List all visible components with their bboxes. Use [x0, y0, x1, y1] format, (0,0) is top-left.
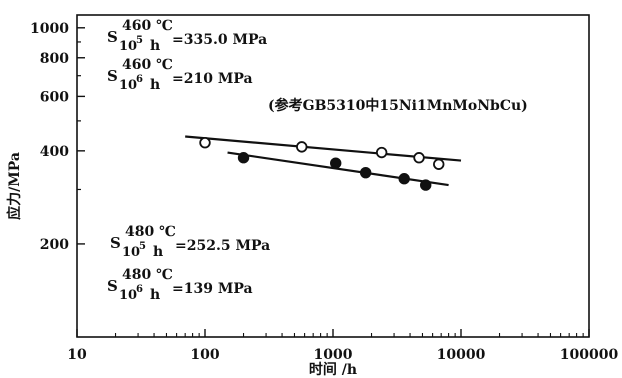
open-circle-point: [296, 141, 308, 153]
filled-circle-point: [398, 173, 410, 185]
svg-text:S: S: [107, 67, 118, 85]
open-circle-point: [375, 146, 388, 159]
svg-text:h: h: [150, 38, 160, 54]
svg-text:10: 10: [122, 245, 140, 260]
svg-text:10: 10: [119, 288, 137, 303]
svg-text:=252.5 MPa: =252.5 MPa: [175, 238, 270, 254]
open-circle-point: [433, 158, 445, 170]
svg-text:=139 MPa: =139 MPa: [172, 281, 253, 297]
filled-circle-point: [420, 179, 432, 191]
svg-text:460 ℃: 460 ℃: [122, 57, 173, 73]
filled-circle-point: [330, 157, 342, 169]
svg-text:480 ℃: 480 ℃: [122, 267, 173, 283]
y-tick-label: 200: [40, 237, 69, 253]
svg-text:6: 6: [136, 74, 143, 85]
svg-text:460 ℃: 460 ℃: [122, 18, 173, 34]
filled-circle-point: [359, 166, 372, 179]
x-axis-ticks: 10 100 1000 10000 100000: [67, 329, 618, 363]
svg-text:S: S: [107, 28, 118, 46]
svg-text:S: S: [110, 234, 121, 252]
svg-text:480 ℃: 480 ℃: [125, 224, 176, 240]
svg-text:10: 10: [119, 78, 137, 93]
open-circle-point: [199, 137, 211, 149]
x-tick-label: 1000: [314, 347, 353, 363]
x-axis-title: 时间 /h: [309, 361, 357, 378]
x-tick-label: 10000: [437, 347, 486, 363]
svg-text:=335.0 MPa: =335.0 MPa: [172, 32, 267, 48]
annotation-s480-1e6: S 480 ℃ 10 6 h =139 MPa: [107, 267, 253, 303]
svg-text:=210 MPa: =210 MPa: [172, 71, 253, 87]
y-tick-label: 600: [40, 89, 69, 105]
svg-text:5: 5: [136, 35, 143, 46]
open-circle-point: [413, 152, 425, 164]
x-tick-label: 10: [67, 347, 87, 363]
y-axis-ticks: 1000 800 600 400 200: [30, 21, 85, 253]
svg-text:5: 5: [139, 241, 146, 252]
y-tick-label: 1000: [30, 21, 69, 37]
svg-text:S: S: [107, 277, 118, 295]
svg-text:h: h: [150, 77, 160, 93]
x-tick-label: 100: [190, 347, 219, 363]
annotation-s460-1e6: S 460 ℃ 10 6 h =210 MPa: [107, 57, 253, 93]
svg-text:10: 10: [119, 39, 137, 54]
annotation-s480-1e5: S 480 ℃ 10 5 h =252.5 MPa: [110, 224, 270, 260]
svg-text:h: h: [150, 287, 160, 303]
annotation-source: (参考GB5310中15Ni1MnMoNbCu): [268, 97, 528, 114]
svg-text:6: 6: [136, 284, 143, 295]
x-tick-label: 100000: [560, 347, 619, 363]
y-axis-title: 应力/MPa: [6, 152, 23, 220]
trend-line-filled: [227, 151, 449, 187]
filled-circle-point: [237, 152, 250, 164]
svg-text:h: h: [153, 244, 163, 260]
data-points: [199, 137, 445, 191]
y-tick-label: 800: [40, 51, 69, 67]
annotation-s460-1e5: S 460 ℃ 10 5 h =335.0 MPa: [107, 18, 267, 54]
y-tick-label: 400: [40, 144, 69, 160]
